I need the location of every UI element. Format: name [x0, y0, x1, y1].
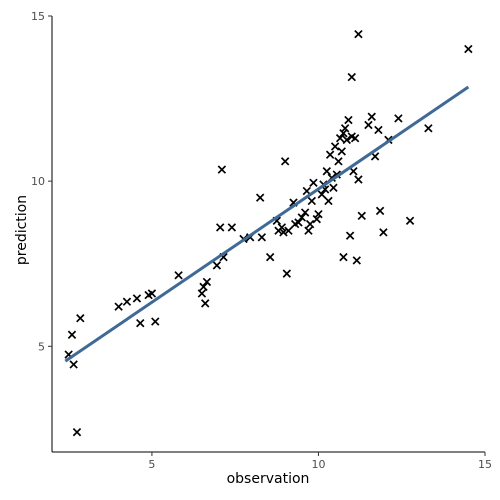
data-point	[367, 112, 376, 121]
data-point	[297, 213, 307, 222]
data-point	[199, 282, 208, 292]
data-point	[325, 150, 335, 159]
data-point	[349, 167, 358, 176]
data-point	[202, 277, 212, 287]
axes-group: 5 10 15 5 10 15	[31, 10, 492, 471]
data-point	[216, 223, 225, 232]
data-point	[334, 157, 343, 166]
data-point	[342, 135, 351, 145]
data-point	[305, 219, 315, 229]
data-point	[201, 299, 210, 308]
data-point	[212, 261, 222, 270]
y-axis-title: prediction	[14, 195, 30, 265]
data-point	[304, 226, 313, 235]
data-point	[136, 318, 145, 328]
data-point	[300, 208, 310, 217]
data-point	[147, 289, 157, 298]
y-tick-label: 10	[31, 175, 45, 188]
x-tick-label: 15	[478, 458, 492, 471]
data-point	[370, 152, 380, 161]
data-point	[337, 147, 346, 156]
x-tick-label: 10	[311, 458, 325, 471]
x-tick-label: 5	[148, 458, 155, 471]
data-point	[114, 302, 123, 311]
data-point	[280, 157, 290, 166]
data-point	[339, 252, 348, 262]
data-point	[364, 120, 373, 130]
data-point	[279, 228, 288, 237]
y-tick-label: 15	[31, 10, 45, 23]
data-point	[330, 142, 340, 151]
data-point	[354, 29, 363, 39]
data-point	[379, 228, 388, 237]
data-point	[424, 124, 433, 133]
data-point	[464, 44, 473, 54]
points-group	[64, 29, 473, 437]
data-point	[405, 216, 415, 225]
data-point	[375, 206, 385, 216]
data-point	[307, 196, 317, 206]
data-point	[354, 175, 363, 184]
fit-line	[64, 85, 470, 363]
data-point	[227, 223, 237, 232]
data-point	[314, 209, 323, 219]
data-point	[174, 271, 183, 280]
data-point	[284, 226, 293, 235]
data-point	[76, 314, 85, 323]
data-point	[312, 214, 321, 224]
data-point	[329, 183, 338, 192]
data-point	[317, 190, 326, 199]
data-point	[122, 297, 132, 306]
data-point	[290, 219, 300, 229]
data-point	[197, 289, 207, 298]
data-point	[72, 427, 82, 437]
data-point	[357, 211, 366, 221]
data-point	[322, 167, 331, 176]
data-point	[335, 134, 345, 143]
data-point	[67, 330, 77, 339]
data-point	[374, 125, 383, 135]
data-point	[350, 134, 360, 143]
data-point	[352, 256, 361, 265]
data-point	[340, 124, 350, 133]
data-point	[345, 231, 355, 240]
data-point	[277, 223, 287, 232]
data-point	[347, 72, 356, 82]
data-point	[324, 196, 333, 206]
data-point	[257, 233, 267, 242]
data-point	[217, 165, 227, 174]
data-point	[339, 129, 348, 138]
data-point	[282, 269, 292, 278]
data-point	[309, 178, 318, 188]
data-point	[344, 115, 353, 125]
data-point	[265, 252, 275, 262]
data-point	[132, 294, 142, 303]
fit-line-group	[64, 85, 470, 363]
data-point	[151, 317, 160, 326]
data-point	[394, 114, 403, 123]
x-axis-title: observation	[227, 471, 310, 487]
data-point	[69, 360, 78, 369]
data-point	[255, 193, 265, 202]
y-tick-label: 5	[38, 340, 45, 353]
